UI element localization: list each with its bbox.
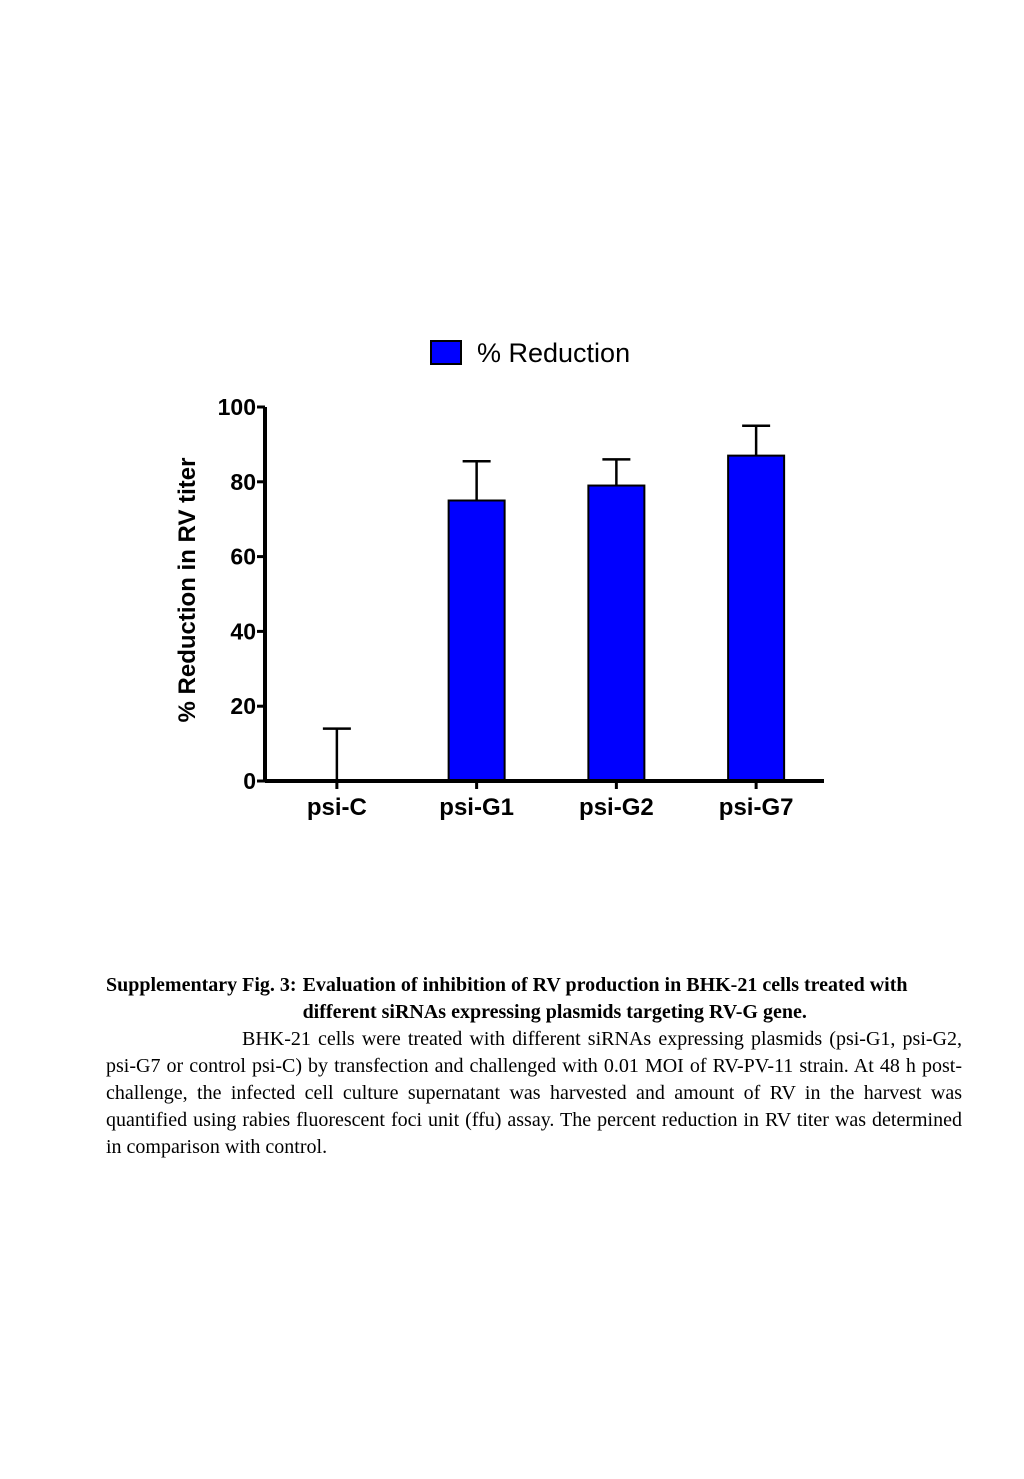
x-tick-label-psi-G7: psi-G7: [719, 794, 794, 821]
legend-label: % Reduction: [477, 338, 630, 368]
figure-caption: Supplementary Fig. 3: Evaluation of inhi…: [106, 972, 962, 1161]
x-tick-label-psi-G2: psi-G2: [579, 794, 654, 821]
x-tick-label-psi-C: psi-C: [307, 794, 367, 821]
bar-psi-G7: [727, 454, 786, 782]
bar-psi-G2: [587, 484, 646, 782]
caption-body: BHK-21 cells were treated with different…: [106, 1028, 962, 1158]
legend: % Reduction: [430, 338, 630, 368]
y-tick-label-20: 20: [230, 693, 256, 719]
y-tick-label-100: 100: [218, 394, 256, 420]
y-tick-label-40: 40: [230, 618, 256, 644]
x-tick-label-psi-G1: psi-G1: [439, 794, 514, 821]
caption-title: Evaluation of inhibition of RV productio…: [302, 974, 908, 1023]
y-tick-label-60: 60: [230, 544, 256, 570]
y-tick-label-80: 80: [230, 469, 256, 495]
legend-swatch: [430, 340, 462, 365]
y-axis-title: % Reduction in RV titer: [174, 458, 201, 723]
caption-label: Supplementary Fig. 3:: [106, 974, 297, 996]
y-tick-label-0: 0: [243, 768, 256, 794]
caption-heading: Supplementary Fig. 3: Evaluation of inhi…: [106, 972, 962, 1026]
bar-psi-G1: [447, 499, 506, 782]
plot-area: psi-C psi-G1 psi-G2 psi-G7 0 20 40 60 80 100: [218, 394, 824, 821]
bar-chart: % Reduction % Reduction in RV titer psi-…: [174, 338, 824, 821]
